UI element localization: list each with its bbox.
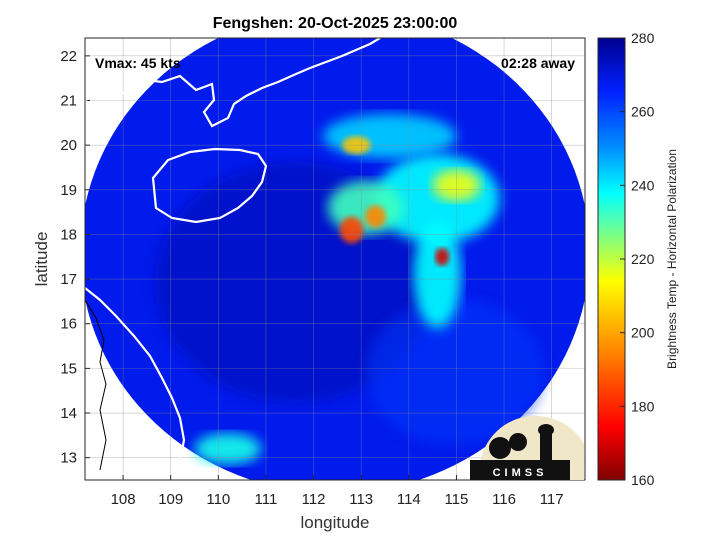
x-tick-label: 114 xyxy=(397,491,421,508)
x-tick-labels: 108 109 110 111 112 113 114 115 116 117 xyxy=(111,491,564,508)
cimss-logo-text: CIMSS xyxy=(493,467,548,479)
colorbar-tick-label: 260 xyxy=(631,104,655,120)
colorbar-label: Brightness Temp - Horizontal Polarizatio… xyxy=(665,149,679,369)
colorbar-tick-label: 240 xyxy=(631,177,655,193)
y-axis-label: latitude xyxy=(32,232,51,287)
x-axis-label: longitude xyxy=(300,513,369,532)
cimss-logo: CIMSS xyxy=(470,415,584,480)
x-tick-label: 113 xyxy=(349,491,373,508)
x-tick-label: 111 xyxy=(255,491,278,508)
y-tick-label: 14 xyxy=(60,405,77,422)
convective-feature-2 xyxy=(327,180,405,235)
x-tick-label: 115 xyxy=(444,491,468,508)
convective-feature-6 xyxy=(365,205,386,228)
coastlines xyxy=(85,38,381,480)
time-away-annotation: 02:28 away xyxy=(501,55,575,71)
colorbar-ticks: 160 180 200 220 240 260 280 xyxy=(620,30,655,488)
y-tick-label: 21 xyxy=(60,93,77,110)
coastline-south-china xyxy=(85,38,381,128)
convective-feature-4 xyxy=(413,221,462,329)
colorbar-tick-label: 200 xyxy=(631,325,655,341)
y-tick-label: 22 xyxy=(60,48,77,65)
colorbar-tick-label: 180 xyxy=(631,398,655,414)
coastline-hainan xyxy=(151,147,268,224)
coastline-vietnam xyxy=(85,287,188,480)
x-tick-label: 108 xyxy=(111,491,136,508)
convective-feature-5 xyxy=(339,216,364,244)
y-tick-label: 15 xyxy=(60,360,77,377)
y-tick-labels: 13 14 15 16 17 18 19 20 21 22 xyxy=(60,48,77,467)
vmax-annotation: Vmax: 45 kts xyxy=(95,55,181,71)
colorbar-tick-label: 220 xyxy=(631,251,655,267)
colorbar-tick-label: 280 xyxy=(631,30,655,46)
x-tick-label: 110 xyxy=(206,491,230,508)
convective-feature-3 xyxy=(323,113,457,159)
convective-feature-7 xyxy=(435,247,450,266)
swath-image xyxy=(85,38,585,480)
convective-feature-10 xyxy=(194,433,262,465)
x-tick-label: 117 xyxy=(540,491,564,508)
y-tick-label: 17 xyxy=(60,271,77,288)
coastline-vietnam-land xyxy=(85,299,107,471)
x-tick-label: 116 xyxy=(492,491,516,508)
y-tick-label: 20 xyxy=(60,137,77,154)
grid xyxy=(85,38,585,480)
x-tick-label: 109 xyxy=(158,491,183,508)
coastlines-outer xyxy=(85,299,107,471)
x-tick-label: 112 xyxy=(302,491,326,508)
colorbar-tick-label: 160 xyxy=(631,472,655,488)
y-tick-label: 18 xyxy=(60,226,77,243)
y-tick-label: 16 xyxy=(60,316,77,333)
swath-warm-patch xyxy=(365,299,545,445)
y-tick-label: 19 xyxy=(60,182,77,199)
chart-title: Fengshen: 20-Oct-2025 23:00:00 xyxy=(213,15,458,32)
axes-frame xyxy=(84,37,586,481)
y-tick-label: 13 xyxy=(60,450,77,467)
